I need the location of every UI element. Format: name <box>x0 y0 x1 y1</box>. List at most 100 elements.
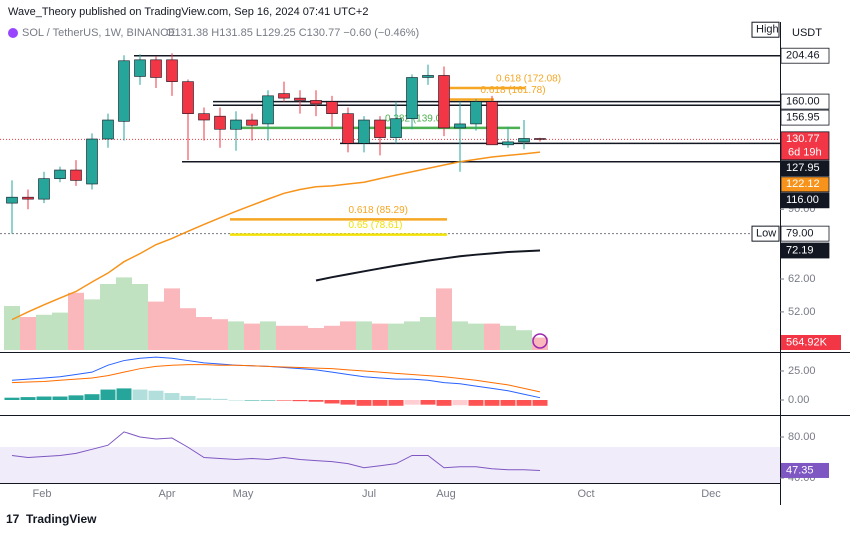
price-badge <box>780 242 830 259</box>
candle-body <box>278 93 290 99</box>
macd-hist <box>196 398 212 400</box>
candle-body <box>422 75 434 78</box>
candle-body <box>438 75 450 129</box>
fib-label: 0.65 (78.61) <box>349 220 403 231</box>
ma-line <box>315 249 541 282</box>
price-badge <box>780 160 830 177</box>
month-label: Oct <box>577 488 594 500</box>
macd-hist <box>452 400 468 406</box>
macd-hist <box>292 400 308 402</box>
candle-body <box>406 77 418 120</box>
volume-bar <box>196 317 212 350</box>
candle-body <box>166 59 178 82</box>
macd-hist <box>164 393 180 400</box>
volume-bar <box>420 317 436 350</box>
candle-body <box>118 60 130 122</box>
panes <box>0 22 850 505</box>
candle-body <box>150 59 162 78</box>
candle-body <box>70 169 82 181</box>
macd-hist <box>340 400 356 405</box>
candle-body <box>214 115 226 130</box>
candle-body <box>198 113 210 121</box>
currency: USDT <box>792 27 822 39</box>
candle-body <box>454 123 466 129</box>
volume-bar <box>484 323 500 350</box>
price-badge <box>780 225 830 242</box>
price-badge <box>780 131 830 161</box>
tag-badge <box>751 225 780 242</box>
month-label: May <box>233 488 254 500</box>
macd-hist <box>484 400 500 406</box>
volume-bar <box>308 328 324 350</box>
price-badge-note: 6d 19h <box>788 147 822 159</box>
macd-hist <box>84 394 100 400</box>
volume-bar <box>100 284 116 350</box>
candle-body <box>54 169 66 179</box>
macd-hist <box>388 400 404 406</box>
candle-body <box>502 141 514 146</box>
volume-bar <box>324 325 340 350</box>
candle-body <box>230 119 242 130</box>
candle-body <box>310 100 322 105</box>
tag-badge <box>751 21 780 38</box>
fib-label: 0.618 (161.78) <box>481 85 546 96</box>
macd-hist <box>116 388 132 400</box>
price-badge <box>780 47 830 64</box>
candle-body <box>518 138 530 143</box>
volume-bar <box>116 277 132 350</box>
volume-bar <box>164 288 180 350</box>
volume-bar <box>20 317 36 350</box>
alert-icon <box>532 333 548 349</box>
volume-bar <box>244 323 260 350</box>
candle-body <box>486 101 498 146</box>
macd-hist <box>68 395 84 400</box>
price-badge-label: 122.12 <box>786 178 820 190</box>
macd-hist <box>180 395 196 400</box>
volume-bar <box>292 325 308 350</box>
macd-hist <box>308 400 324 402</box>
macd-tick-label: 25.00 <box>788 365 816 377</box>
macd-hist <box>212 398 228 400</box>
candle-body <box>374 119 386 138</box>
macd-hist <box>372 400 388 406</box>
volume-bar <box>132 284 148 350</box>
rsi-badge <box>781 462 829 478</box>
volume-bar <box>228 321 244 350</box>
candle-body <box>326 101 338 114</box>
volume-label: 564.92K <box>786 336 828 348</box>
price-badge <box>780 176 830 193</box>
rsi-tick-label: 80.00 <box>788 431 816 443</box>
macd-hist <box>436 400 452 406</box>
ohlc: O131.38 H131.85 L129.25 C130.77 −0.60 (−… <box>166 27 419 39</box>
macd-hist <box>132 389 148 400</box>
rsi-line <box>11 431 541 471</box>
macd-hist <box>20 397 36 400</box>
volume-bar <box>372 323 388 350</box>
fib-label: 0.618 (172.08) <box>496 74 561 85</box>
candle-body <box>86 138 98 185</box>
price-badge-label: 72.19 <box>786 244 814 256</box>
macd-hist <box>420 400 436 405</box>
macd-hist <box>228 400 244 401</box>
price-badge-label: 204.46 <box>786 50 820 62</box>
price-badge-label: 116.00 <box>786 194 819 206</box>
price-badge-label: 127.95 <box>786 162 820 174</box>
volume-bar <box>180 308 196 350</box>
candle-body <box>470 101 482 125</box>
footer: TradingView <box>26 512 97 526</box>
price-badge <box>780 192 830 209</box>
tag-label: High <box>756 24 779 36</box>
volume-bar <box>340 321 356 350</box>
price-badge-label: 160.00 <box>786 95 820 107</box>
published: Wave_Theory published on TradingView.com… <box>8 6 368 18</box>
volume-bar <box>436 288 452 350</box>
macd-hist <box>276 400 292 401</box>
volume <box>4 277 548 350</box>
volume-bar <box>452 321 468 350</box>
volume-bar <box>36 314 52 350</box>
candle-body <box>390 118 402 138</box>
price-badge-label: 79.00 <box>786 228 814 240</box>
rsi-band <box>0 447 780 483</box>
signal-line <box>11 364 541 393</box>
